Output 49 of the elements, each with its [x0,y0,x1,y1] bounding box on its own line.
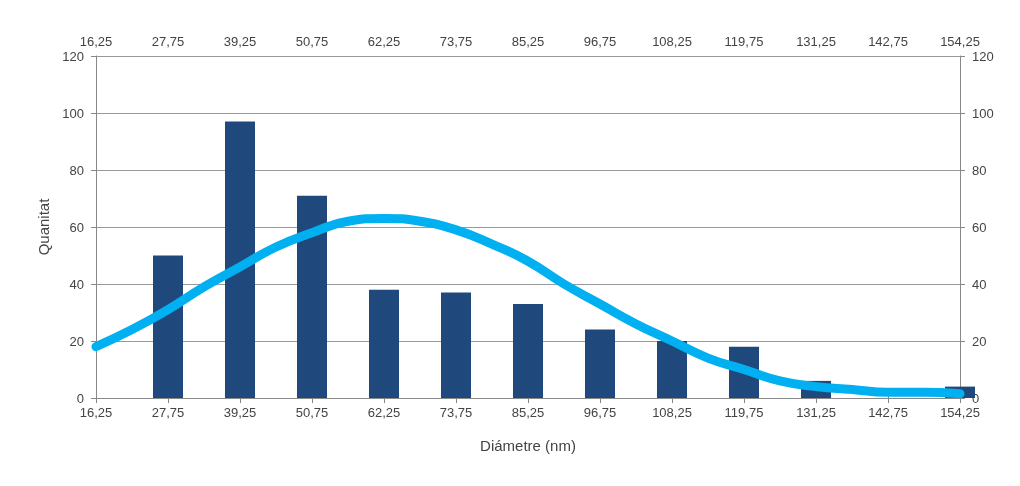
y-tick-label: 20 [69,333,84,349]
y-tick-label: 40 [69,276,84,292]
bar [585,329,615,398]
y2-tick-label: 20 [972,333,987,349]
x2-tick-label: 142,75 [868,405,908,420]
bar [153,255,183,398]
y-tick-label: 100 [62,105,84,121]
x2-tick-label: 119,75 [724,405,764,420]
y-tick-label: 80 [69,162,84,178]
x2-tick-label: 39,25 [223,405,257,420]
x-tick-label: 96,75 [583,34,617,49]
y-tick-label: 60 [69,219,84,235]
x2-tick-label: 154,25 [940,405,980,420]
x-tick-label: 27,75 [151,34,185,49]
y2-tick-label: 120 [972,48,994,64]
x2-tick-label: 108,25 [652,405,692,420]
x2-tick-label: 131,25 [796,405,836,420]
x-tick-label: 119,75 [724,34,764,49]
x2-tick-label: 85,25 [511,405,545,420]
bar [513,303,543,398]
y-tick-label: 0 [76,390,84,406]
bar [297,195,327,398]
x-tick-label: 16,25 [79,34,113,49]
x-tick-label: 131,25 [796,34,836,49]
x-tick-label: 108,25 [652,34,692,49]
y2-tick-label: 80 [972,162,987,178]
bar [225,121,255,398]
x2-tick-label: 16,25 [79,405,113,420]
x2-tick-label: 96,75 [583,405,617,420]
bar [441,292,471,398]
x-tick-label: 50,75 [295,34,329,49]
x-tick-label: 39,25 [223,34,257,49]
y2-tick-label: 40 [972,276,987,292]
x2-tick-label: 27,75 [151,405,185,420]
x2-tick-label: 73,75 [439,405,473,420]
x-tick-label: 142,75 [868,34,908,49]
y-tick-label: 120 [62,48,84,64]
y2-tick-label: 60 [972,219,987,235]
x2-tick-label: 62,25 [367,405,401,420]
x-tick-label: 73,75 [439,34,473,49]
x-tick-label: 85,25 [511,34,545,49]
x2-tick-label: 50,75 [295,405,329,420]
x-tick-label: 154,25 [940,34,980,49]
x-tick-label: 62,25 [367,34,401,49]
y2-tick-label: 100 [972,105,994,121]
bar [657,341,687,398]
x-axis-title: Diámetre (nm) [480,437,576,454]
bar [369,289,399,398]
y-axis-title: Quanitat [35,197,52,256]
